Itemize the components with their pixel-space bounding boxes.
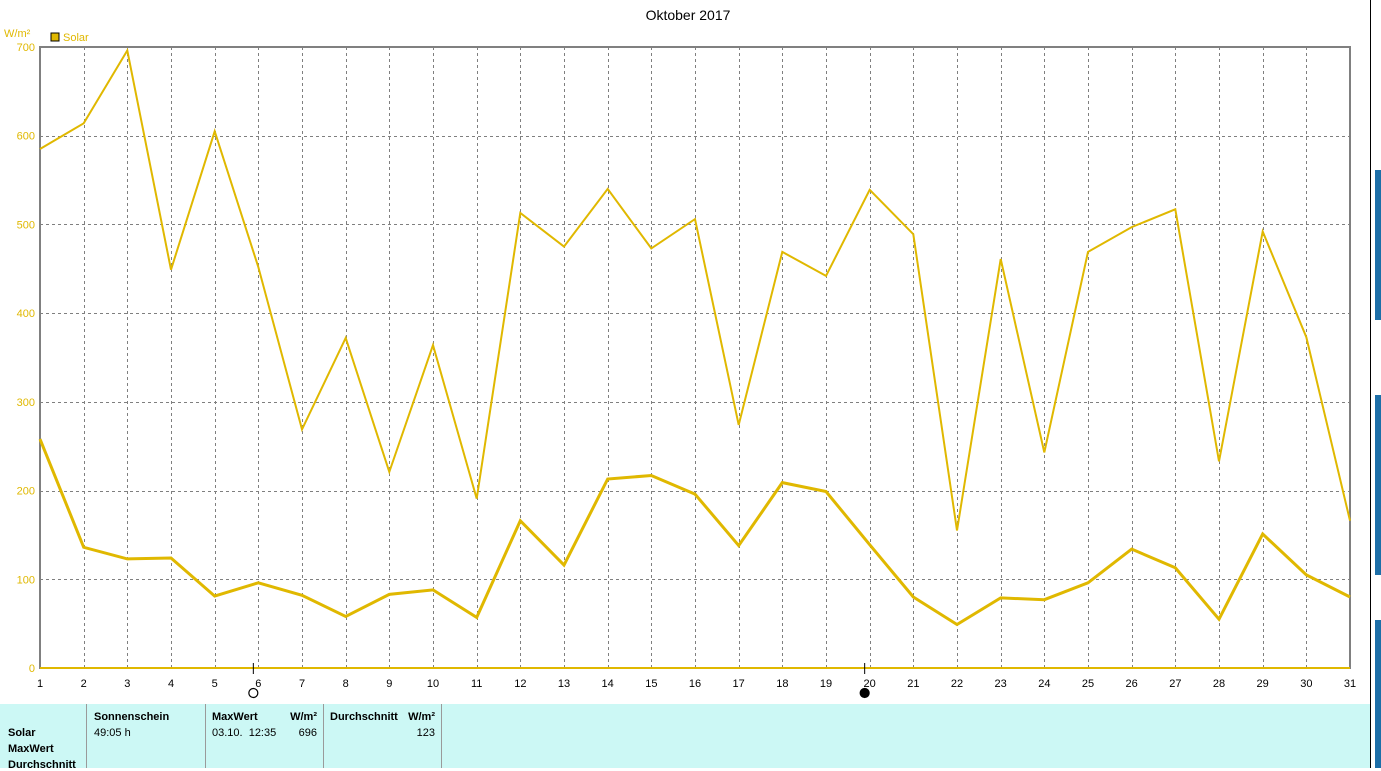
grid xyxy=(40,47,1350,668)
x-tick-label: 20 xyxy=(864,678,876,690)
x-tick-label: 18 xyxy=(776,678,788,690)
x-tick-label: 17 xyxy=(733,678,745,690)
y-tick-label: 0 xyxy=(29,663,35,675)
x-tick-label: 29 xyxy=(1257,678,1269,690)
x-tick-label: 27 xyxy=(1169,678,1181,690)
x-tick-label: 2 xyxy=(81,678,87,690)
maxwert-value: 696 xyxy=(298,727,317,739)
x-tick-label: 31 xyxy=(1344,678,1356,690)
x-tick-label: 21 xyxy=(907,678,919,690)
x-tick-label: 9 xyxy=(386,678,392,690)
row-label-maxwert: MaxWert xyxy=(8,743,54,755)
window-edge xyxy=(1370,0,1381,768)
x-tick-label: 26 xyxy=(1126,678,1138,690)
x-tick-label: 25 xyxy=(1082,678,1094,690)
durchschnitt-column: Durchschnitt W/m² 123 xyxy=(324,704,442,768)
x-tick-label: 10 xyxy=(427,678,439,690)
x-tick-label: 22 xyxy=(951,678,963,690)
maxwert-unit: W/m² xyxy=(290,711,317,723)
x-tick-label: 11 xyxy=(471,678,482,690)
y-tick-label: 600 xyxy=(17,131,35,143)
x-tick-label: 8 xyxy=(343,678,349,690)
legend-swatch xyxy=(50,32,60,42)
series-line-max xyxy=(39,47,1351,531)
solar-chart: Oktober 2017 W/m² Solar 0 100 200 300 400 500… xyxy=(4,7,1356,699)
moon-markers xyxy=(248,663,870,699)
x-tick-label: 28 xyxy=(1213,678,1225,690)
series-line-average xyxy=(38,438,1351,627)
y-tick-label: 500 xyxy=(17,219,35,231)
x-tick-label: 12 xyxy=(514,678,526,690)
y-tick-label: 100 xyxy=(17,574,35,586)
x-tick-label: 6 xyxy=(255,678,261,690)
durchschnitt-header: Durchschnitt xyxy=(330,711,398,723)
row-label-solar: Solar xyxy=(8,727,36,739)
x-tick-label: 1 xyxy=(37,678,43,690)
maxwert-column: MaxWert W/m² 03.10. 12:35 696 xyxy=(206,704,324,768)
sonnenschein-column: Sonnenschein 49:05 h xyxy=(87,704,206,768)
plot-frame xyxy=(39,46,1351,669)
series-layer xyxy=(38,47,1351,627)
maxwert-header: MaxWert xyxy=(212,711,258,723)
x-tick-label: 15 xyxy=(645,678,657,690)
sonnenschein-header: Sonnenschein xyxy=(94,711,170,723)
y-tick-label: 300 xyxy=(17,397,35,409)
x-tick-label: 13 xyxy=(558,678,570,690)
x-tick-label: 14 xyxy=(602,678,614,690)
y-tick-label: 700 xyxy=(17,42,35,54)
x-tick-label: 19 xyxy=(820,678,832,690)
x-tick-label: 24 xyxy=(1038,678,1050,690)
y-tick-label: 200 xyxy=(17,486,35,498)
legend-label: Solar xyxy=(63,32,89,44)
y-axis-unit: W/m² xyxy=(4,28,31,40)
x-tick-label: 4 xyxy=(168,678,174,690)
new-moon-icon xyxy=(859,687,870,699)
sonnenschein-value: 49:05 h xyxy=(94,727,131,739)
x-tick-label: 7 xyxy=(299,678,305,690)
stats-panel: Solar MaxWert Durchschnitt Sonnenschein … xyxy=(0,704,1370,771)
x-tick-label: 5 xyxy=(212,678,218,690)
x-tick-label: 30 xyxy=(1300,678,1312,690)
chart-title: Oktober 2017 xyxy=(646,7,731,23)
durchschnitt-value: 123 xyxy=(416,727,435,739)
x-tick-label: 23 xyxy=(995,678,1007,690)
row-label-durchschnitt: Durchschnitt xyxy=(8,759,76,771)
x-tick-label: 16 xyxy=(689,678,701,690)
x-tick-label: 3 xyxy=(124,678,130,690)
y-tick-label: 400 xyxy=(17,308,35,320)
row-labels-column: Solar MaxWert Durchschnitt xyxy=(0,704,87,771)
full-moon-icon xyxy=(248,687,259,699)
maxwert-date: 03.10. 12:35 xyxy=(212,727,277,739)
durchschnitt-unit: W/m² xyxy=(408,711,435,723)
